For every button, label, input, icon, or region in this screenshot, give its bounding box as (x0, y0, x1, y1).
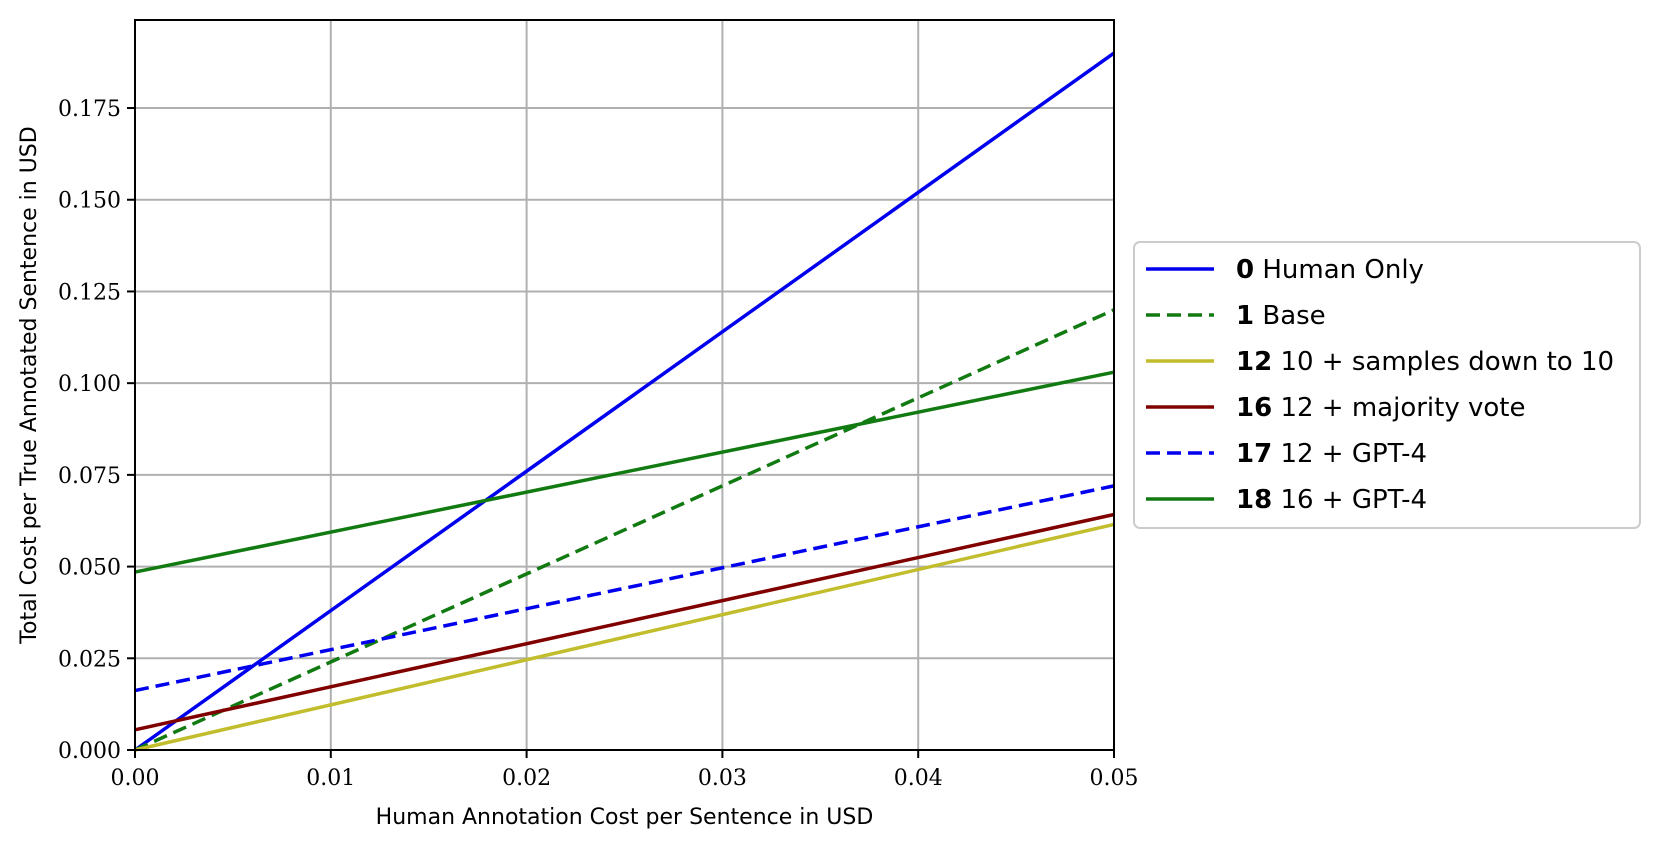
y-tick-label: 0.125 (58, 280, 121, 305)
y-tick-label: 0.050 (58, 556, 121, 581)
series-line-17 (134, 484, 1115, 693)
legend-entry-18: 18 16 + GPT-4 (1236, 485, 1427, 515)
legend-id: 12 (1236, 347, 1272, 377)
legend-entry-17: 17 12 + GPT-4 (1236, 439, 1427, 469)
grid (134, 20, 1115, 751)
x-tick-label: 0.04 (894, 766, 943, 791)
legend-id: 0 (1236, 255, 1254, 285)
legend-label: 12 + GPT-4 (1272, 439, 1427, 469)
series-line-0 (133, 51, 1116, 752)
legend-label: 16 + GPT-4 (1272, 485, 1427, 515)
axis-ticks: 0.00 0.01 0.02 0.03 0.04 0.05 0.000 0.025 0.050 0… (58, 97, 1138, 791)
legend-label: Human Only (1254, 255, 1424, 285)
legend-id: 16 (1236, 393, 1272, 423)
series-line-18 (134, 370, 1115, 574)
y-axis-label: Total Cost per True Annotated Sentence i… (17, 126, 42, 644)
y-tick-label: 0.175 (58, 97, 121, 122)
series-lines (133, 51, 1116, 752)
x-axis-label: Human Annotation Cost per Sentence in US… (376, 805, 874, 830)
legend-entry-0: 0 Human Only (1236, 255, 1424, 285)
y-tick-label: 0.100 (58, 372, 121, 397)
plot-frame (134, 19, 1115, 751)
legend-label: 12 + majority vote (1272, 393, 1525, 423)
x-tick-label: 0.00 (111, 766, 160, 791)
x-tick-label: 0.03 (698, 766, 747, 791)
x-tick-label: 0.02 (502, 766, 551, 791)
y-tick-label: 0.000 (58, 739, 121, 764)
x-tick-label: 0.05 (1090, 766, 1139, 791)
series-line-16 (134, 512, 1115, 732)
series-line-12 (134, 522, 1115, 752)
legend-id: 1 (1236, 301, 1254, 331)
legend-box (1133, 241, 1641, 529)
y-tick-label: 0.075 (58, 464, 121, 489)
legend-entry-1: 1 Base (1236, 301, 1326, 331)
x-tick-label: 0.01 (306, 766, 355, 791)
legend-label: 10 + samples down to 10 (1272, 347, 1614, 377)
legend-entry-16: 16 12 + majority vote (1236, 393, 1525, 423)
legend-label: Base (1254, 301, 1326, 331)
legend-id: 17 (1236, 439, 1272, 469)
series-line-1 (134, 308, 1115, 752)
y-tick-label: 0.150 (58, 189, 121, 214)
legend-entry-12: 12 10 + samples down to 10 (1236, 347, 1614, 377)
y-tick-label: 0.025 (58, 647, 121, 672)
legend-id: 18 (1236, 485, 1272, 515)
